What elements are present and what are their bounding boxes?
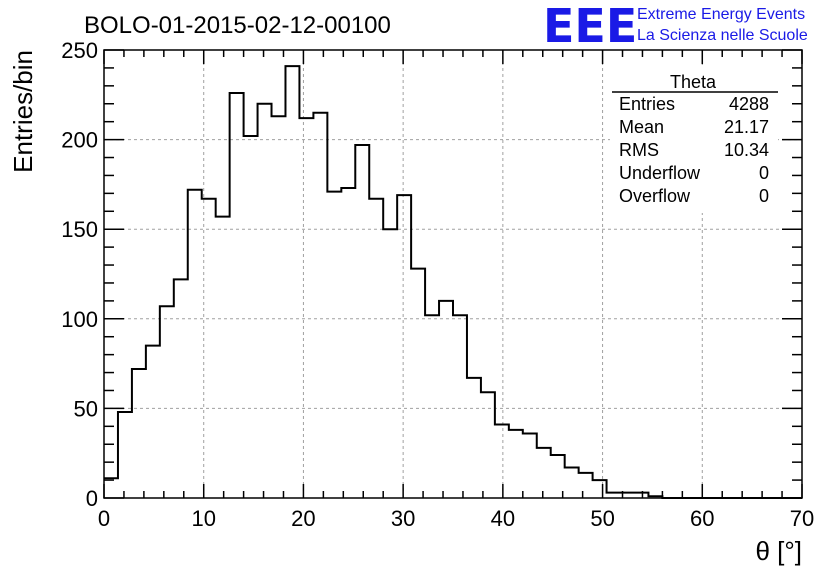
stats-row-value: 21.17 [724,117,769,137]
x-tick-label: 40 [491,506,515,531]
histogram-outline [104,65,802,499]
y-tick-label: 100 [61,307,98,332]
logo-mark: EEE [543,0,637,53]
x-tick-label: 10 [191,506,215,531]
x-tick-label: 50 [590,506,614,531]
x-tick-label: 70 [790,506,814,531]
stats-row-value: 0 [759,186,769,206]
stats-row-label: Underflow [619,163,701,183]
axis-ticks [103,49,803,499]
x-tick-label: 20 [291,506,315,531]
x-tick-labels: 0 10 20 30 40 50 60 70 [98,506,814,531]
x-axis-label: θ [°] [755,536,802,566]
logo-line-1: Extreme Energy Events [637,6,805,23]
stats-title: Theta [670,72,717,92]
stats-row-value: 4288 [729,94,769,114]
x-tick-label: 30 [391,506,415,531]
y-tick-label: 150 [61,217,98,242]
eee-logo: EEE Extreme Energy Events La Scienza nel… [543,0,808,53]
y-tick-label: 200 [61,128,98,153]
y-tick-label: 50 [74,396,98,421]
stats-row-label: RMS [619,140,659,160]
plot-frame [103,49,803,499]
stats-row-label: Entries [619,94,675,114]
stats-row-value: 10.34 [724,140,769,160]
stats-row-label: Overflow [619,186,691,206]
y-tick-labels: 0 50 100 150 200 250 [61,38,98,511]
y-tick-label: 250 [61,38,98,63]
y-tick-label: 0 [86,486,98,511]
y-axis-label: Entries/bin [8,50,38,173]
stats-box: Theta Entries 4288 Mean 21.17 RMS 10.34 Underf… [610,67,778,213]
x-tick-label: 0 [98,506,110,531]
logo-line-2: La Scienza nelle Scuole [637,27,808,44]
x-tick-label: 60 [690,506,714,531]
stats-row-value: 0 [759,163,769,183]
stats-row-label: Mean [619,117,664,137]
chart-title: BOLO-01-2015-02-12-00100 [84,12,391,39]
